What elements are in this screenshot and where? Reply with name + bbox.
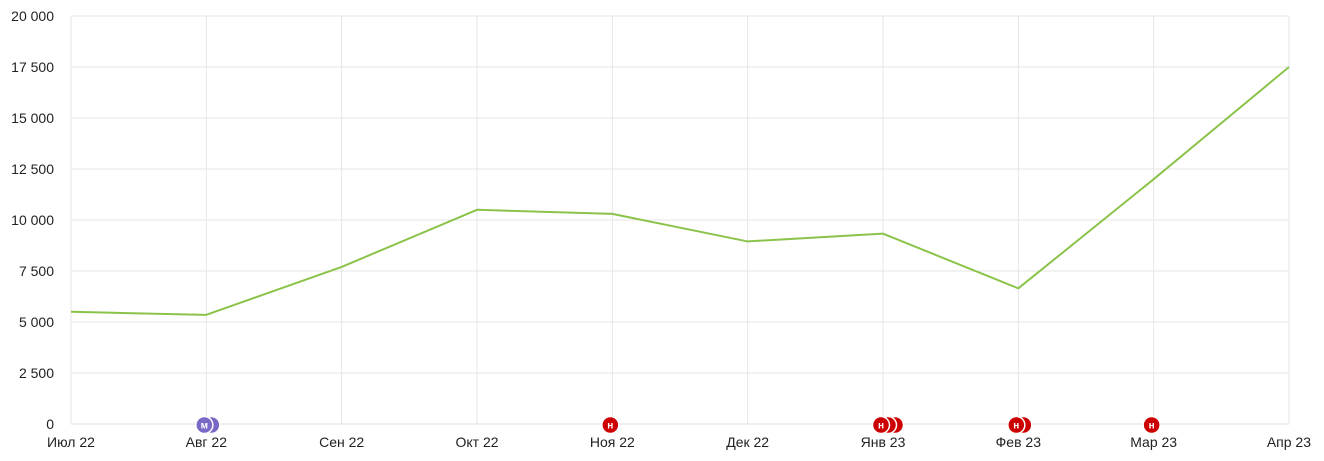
series-layer: [70, 66, 1290, 316]
series-line: [70, 66, 1290, 316]
annotation-circle[interactable]: [1142, 415, 1161, 435]
y-tick-label: 10 000: [11, 212, 54, 228]
x-tick-label: Мар 23: [1130, 434, 1177, 450]
x-tick-label: Авг 22: [186, 434, 228, 450]
annotation-letter: н: [1149, 421, 1155, 432]
annotation-marker[interactable]: н: [601, 415, 620, 435]
x-tick-label: Ноя 22: [590, 434, 635, 450]
annotation-marker[interactable]: н: [1007, 415, 1033, 435]
annotation-letter: н: [1013, 421, 1019, 432]
annotation-marker[interactable]: м: [195, 415, 221, 435]
x-tick-label: Июл 22: [47, 434, 95, 450]
y-tick-label: 7 500: [19, 263, 54, 279]
annotation-circle[interactable]: [1007, 415, 1026, 435]
x-tick-label: Янв 23: [861, 434, 906, 450]
annotation-circle[interactable]: [871, 415, 891, 435]
annotation-letter: м: [201, 421, 208, 432]
annotation-circle[interactable]: [195, 415, 214, 435]
annotation-letter: н: [878, 421, 884, 432]
y-tick-label: 15 000: [11, 110, 54, 126]
x-axis-tick-labels: Июл 22 Авг 22 Сен 22 Окт 22 Ноя 22 Дек 22 Янв …: [47, 434, 1311, 450]
y-axis-tick-labels: 0 2 500 5 000 7 500 10 000 12 500 15 000 17 500…: [11, 8, 54, 432]
x-tick-label: Окт 22: [455, 434, 498, 450]
x-tick-label: Дек 22: [726, 434, 769, 450]
grid: [70, 15, 1290, 425]
x-tick-label: Апр 23: [1267, 434, 1311, 450]
y-tick-label: 12 500: [11, 161, 54, 177]
x-tick-label: Сен 22: [319, 434, 364, 450]
y-tick-label: 17 500: [11, 59, 54, 75]
y-tick-label: 5 000: [19, 314, 54, 330]
annotation-letter: н: [607, 421, 613, 432]
y-tick-label: 20 000: [11, 8, 54, 24]
annotation-circle[interactable]: [601, 415, 620, 435]
annotation-marker[interactable]: н: [1142, 415, 1161, 435]
y-tick-label: 2 500: [19, 365, 54, 381]
y-tick-label: 0: [46, 416, 54, 432]
x-tick-label: Фев 23: [996, 434, 1042, 450]
annotation-marker[interactable]: н: [871, 415, 905, 435]
